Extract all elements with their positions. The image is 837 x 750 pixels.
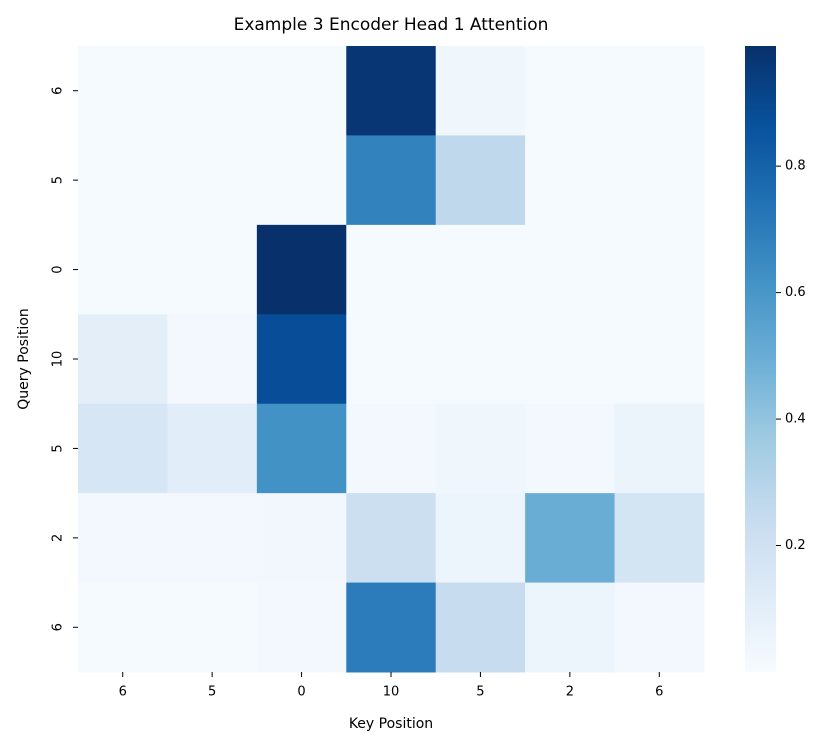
heatmap-cell — [614, 582, 705, 673]
heatmap-cell — [78, 135, 168, 226]
colorbar-tick-label: 0.8 — [785, 159, 806, 174]
heatmap-cell — [78, 46, 168, 136]
heatmap-cell — [435, 493, 526, 584]
heatmap-cell — [525, 46, 616, 136]
heatmap-cell — [167, 582, 258, 673]
heatmap-cell — [167, 403, 258, 494]
heatmap-cell — [614, 403, 705, 494]
heatmap-cell — [78, 224, 168, 315]
heatmap-cell — [256, 224, 347, 315]
colorbar-tick-label: 0.2 — [785, 538, 806, 553]
heatmap-cell — [435, 224, 526, 315]
heatmap-cell — [256, 135, 347, 226]
heatmap-cell — [614, 314, 705, 405]
heatmap-cell — [346, 403, 437, 494]
y-tick-label: 0 — [51, 265, 66, 273]
heatmap-cell — [78, 493, 168, 584]
heatmap-cell — [525, 135, 616, 226]
y-tick-label: 10 — [51, 351, 66, 368]
heatmap-cell — [346, 582, 437, 673]
heatmap-cell — [167, 314, 258, 405]
heatmap-cell — [525, 314, 616, 405]
heatmap-cell — [78, 582, 168, 673]
colorbar — [745, 46, 776, 672]
x-tick-label: 6 — [655, 685, 663, 700]
y-axis-label: Query Position — [16, 308, 32, 410]
y-tick-label: 6 — [51, 623, 66, 631]
heatmap-cell — [614, 224, 705, 315]
heatmap-cell — [256, 403, 347, 494]
heatmap-cell — [78, 403, 168, 494]
heatmap-cell — [167, 135, 258, 226]
heatmap-cell — [167, 493, 258, 584]
heatmap-cell — [435, 403, 526, 494]
heatmap-cell — [525, 224, 616, 315]
heatmap-cell — [525, 403, 616, 494]
heatmap-cell — [525, 493, 616, 584]
x-tick-label: 5 — [208, 685, 216, 700]
x-axis-label: Key Position — [349, 716, 433, 732]
heatmap-cell — [346, 493, 437, 584]
colorbar-tick-label: 0.6 — [785, 285, 806, 300]
heatmap-cell — [256, 46, 347, 136]
heatmap-cell — [346, 314, 437, 405]
y-tick-label: 6 — [51, 87, 66, 95]
heatmap-cell — [78, 314, 168, 405]
heatmap-cell — [525, 582, 616, 673]
y-tick-label: 5 — [51, 444, 66, 452]
y-tick-label: 2 — [51, 534, 66, 542]
chart-title: Example 3 Encoder Head 1 Attention — [234, 15, 549, 35]
heatmap-cell — [614, 493, 705, 584]
heatmap-cell — [435, 135, 526, 226]
heatmap-cell — [167, 46, 258, 136]
heatmap-cell — [435, 582, 526, 673]
heatmap-cell — [614, 46, 705, 136]
x-tick-label: 0 — [297, 685, 305, 700]
x-tick-label: 6 — [119, 685, 127, 700]
heatmap-cell — [256, 582, 347, 673]
x-tick-label: 5 — [476, 685, 484, 700]
heatmap-cell — [346, 224, 437, 315]
x-tick-label: 10 — [383, 685, 400, 700]
heatmap-cell — [614, 135, 705, 226]
heatmap-cell — [167, 224, 258, 315]
colorbar-tick-label: 0.4 — [785, 412, 806, 427]
heatmap-cell — [256, 493, 347, 584]
heatmap-cell — [435, 314, 526, 405]
heatmap-cell — [346, 46, 437, 136]
y-tick-label: 5 — [51, 176, 66, 184]
heatmap-cell — [346, 135, 437, 226]
heatmap-cell — [435, 46, 526, 136]
x-tick-label: 2 — [566, 685, 574, 700]
heatmap-cell — [256, 314, 347, 405]
